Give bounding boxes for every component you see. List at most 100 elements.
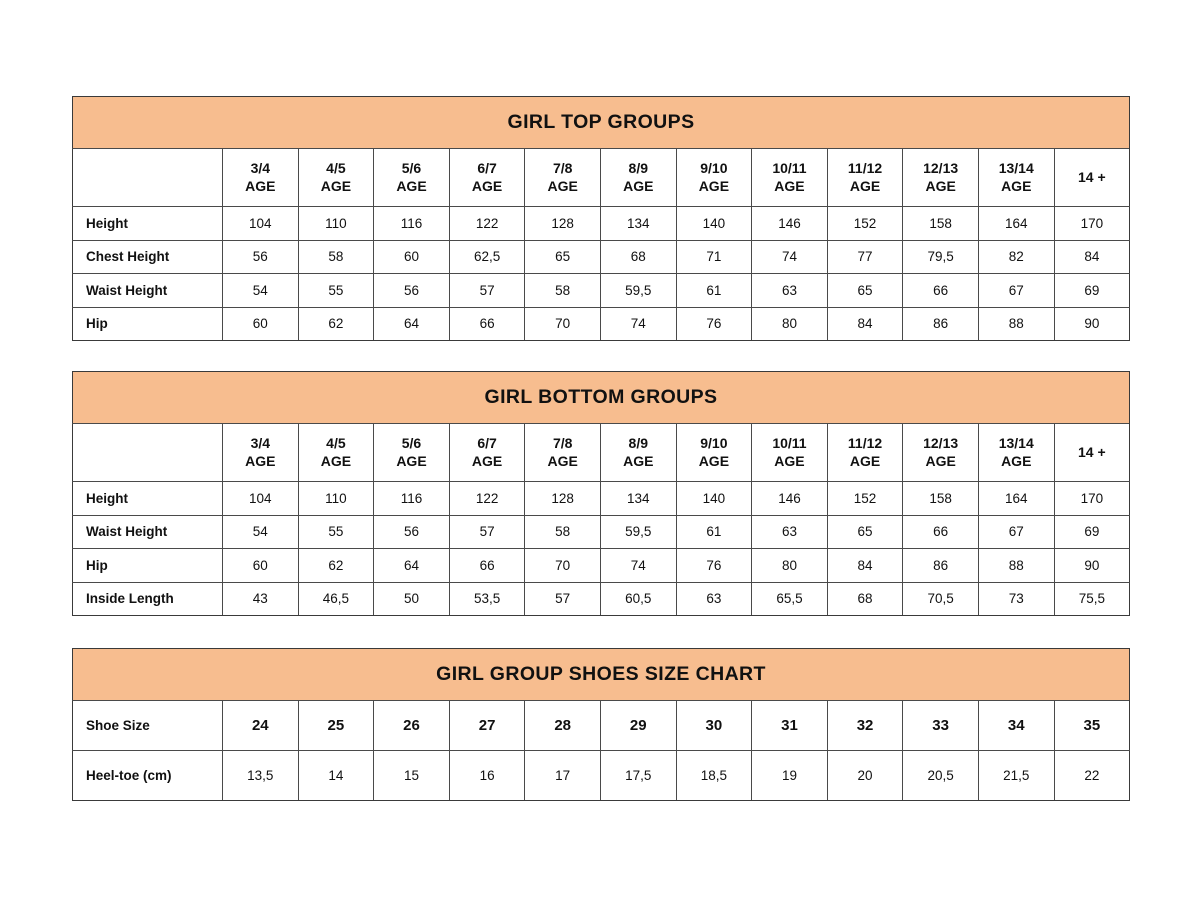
cell: 61	[675, 514, 753, 549]
age-range-label: 5/6	[401, 435, 422, 451]
age-range-label: 9/10	[700, 435, 728, 451]
column-header-6: 9/10 AGE	[675, 423, 753, 482]
cell: 70	[524, 548, 601, 583]
cell: 14	[297, 750, 375, 801]
age-word-label: AGE	[623, 452, 654, 469]
column-header-9: 12/13 AGE	[902, 423, 979, 482]
cell: 60,5	[599, 581, 677, 616]
age-range-label: 6/7	[477, 435, 497, 451]
cell: 80	[751, 548, 828, 583]
girl-shoes-size-table: Shoe Size 24 25 26 27 28 29 30 31 32 33 …	[72, 700, 1131, 801]
column-header-4: 7/8 AGE	[524, 148, 601, 207]
age-range-label: 3/4	[250, 435, 271, 451]
age-word-label: AGE	[320, 177, 352, 194]
cell: 76	[675, 548, 753, 583]
row-label: Waist Height	[72, 514, 223, 549]
cell: 17,5	[599, 750, 677, 801]
cell: 84	[826, 306, 904, 341]
cell: 18,5	[675, 750, 753, 801]
age-word-label: AGE	[774, 452, 805, 469]
cell: 80	[751, 306, 828, 341]
row-label: Shoe Size	[72, 700, 223, 751]
cell: 158	[902, 206, 979, 241]
cell: 88	[977, 548, 1055, 583]
cell: 57	[448, 273, 526, 308]
column-header-1: 4/5 AGE	[297, 423, 375, 482]
row-label: Inside Length	[72, 581, 223, 616]
cell: 29	[599, 700, 677, 751]
cell: 110	[297, 206, 375, 241]
age-range-label: 10/11	[772, 435, 807, 451]
table-row: Hip 60 62 64 66 70 74 76 80 84 86 88 90	[72, 306, 1131, 341]
cell: 20	[826, 750, 904, 801]
cell: 164	[977, 206, 1055, 241]
column-header-5: 8/9 AGE	[599, 148, 677, 207]
cell: 26	[373, 700, 450, 751]
cell: 74	[751, 239, 828, 274]
cell: 77	[826, 239, 904, 274]
age-range-label: 13/14	[998, 435, 1034, 451]
cell: 27	[448, 700, 526, 751]
cell: 66	[448, 548, 526, 583]
age-word-label: AGE	[245, 177, 276, 194]
row-label: Hip	[72, 306, 223, 341]
row-label: Hip	[72, 548, 223, 583]
age-range-label: 11/12	[847, 160, 883, 176]
age-range-label: 10/11	[772, 160, 807, 176]
cell: 134	[599, 481, 677, 516]
column-header-1: 4/5 AGE	[297, 148, 375, 207]
cell: 56	[222, 239, 299, 274]
cell: 20,5	[902, 750, 979, 801]
cell: 66	[902, 273, 979, 308]
cell: 86	[902, 548, 979, 583]
age-word-label: AGE	[320, 452, 352, 469]
age-range-label: 4/5	[326, 435, 346, 451]
age-range-label: 4/5	[326, 160, 346, 176]
cell: 68	[599, 239, 677, 274]
column-header-3: 6/7 AGE	[448, 148, 526, 207]
column-header-7: 10/11 AGE	[751, 423, 828, 482]
cell: 58	[297, 239, 375, 274]
cell: 63	[751, 273, 828, 308]
cell: 146	[751, 206, 828, 241]
cell: 128	[524, 481, 601, 516]
girl-bottom-groups-title-bar: GIRL BOTTOM GROUPS	[72, 371, 1130, 423]
table-row: Chest Height 56 58 60 62,5 65 68 71 74 7…	[72, 239, 1131, 274]
cell: 64	[373, 306, 450, 341]
cell: 54	[222, 273, 299, 308]
age-range-label: 13/14	[998, 160, 1034, 176]
column-header-4: 7/8 AGE	[524, 423, 601, 482]
cell: 50	[373, 581, 450, 616]
age-word-label: AGE	[547, 452, 578, 469]
cell: 76	[675, 306, 753, 341]
column-header-3: 6/7 AGE	[448, 423, 526, 482]
table-row: Inside Length 43 46,5 50 53,5 57 60,5 63…	[72, 581, 1131, 616]
column-header-9: 12/13 AGE	[902, 148, 979, 207]
table-row: Shoe Size 24 25 26 27 28 29 30 31 32 33 …	[72, 700, 1131, 751]
girl-shoes-title-bar: GIRL GROUP SHOES SIZE CHART	[72, 648, 1130, 700]
age-range-label: 5/6	[401, 160, 422, 176]
corner-cell	[72, 423, 223, 482]
cell: 65	[826, 273, 904, 308]
row-label: Chest Height	[72, 239, 223, 274]
cell: 63	[675, 581, 753, 616]
age-word-label: AGE	[925, 452, 956, 469]
cell: 34	[977, 700, 1055, 751]
cell: 122	[448, 481, 526, 516]
row-label: Heel-toe (cm)	[72, 750, 223, 801]
table-row: Waist Height 54 55 56 57 58 59,5 61 63 6…	[72, 514, 1131, 549]
cell: 24	[222, 700, 299, 751]
cell: 140	[675, 206, 753, 241]
cell: 84	[1053, 239, 1131, 274]
column-header-5: 8/9 AGE	[599, 423, 677, 482]
cell: 68	[826, 581, 904, 616]
age-word-label: AGE	[698, 452, 730, 469]
column-header-8: 11/12 AGE	[826, 148, 904, 207]
cell: 65,5	[751, 581, 828, 616]
cell: 16	[448, 750, 526, 801]
column-header-2: 5/6 AGE	[373, 423, 450, 482]
cell: 19	[751, 750, 828, 801]
girl-top-groups-table: 3/4 AGE 4/5 AGE 5/6 AGE 6/7 AGE 7/8 AGE 8/9 AG…	[72, 148, 1131, 341]
age-range-label: 8/9	[628, 435, 648, 451]
age-range-label: 3/4	[250, 160, 271, 176]
